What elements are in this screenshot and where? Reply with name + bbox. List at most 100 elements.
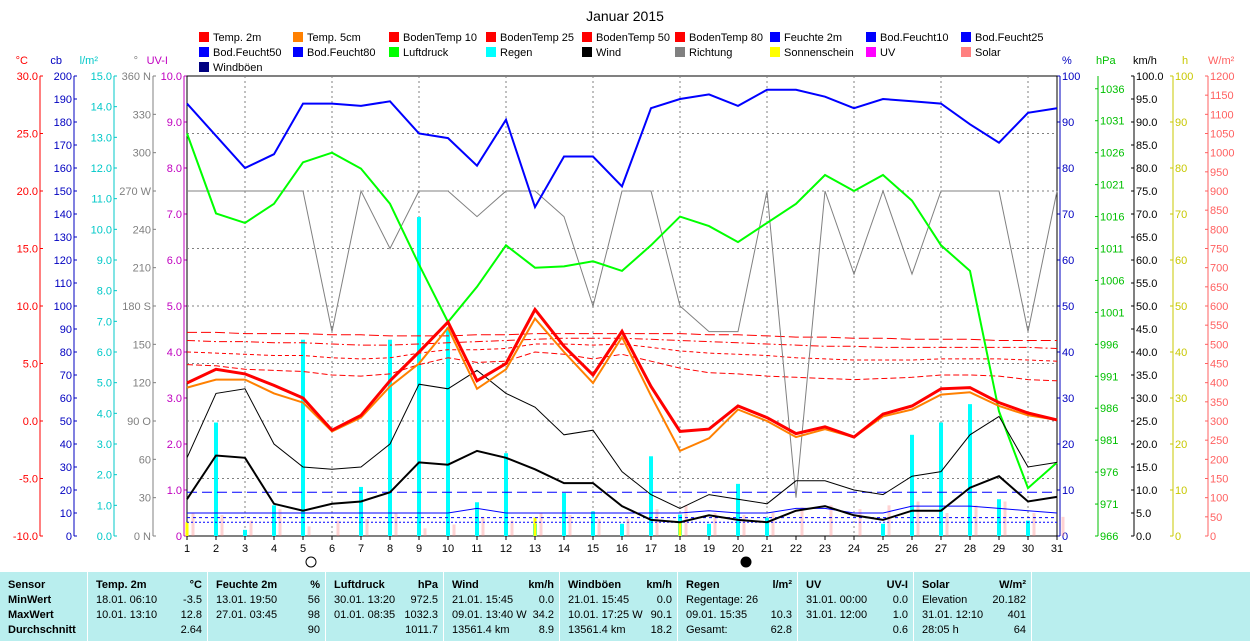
legend-label: Wind: [596, 47, 621, 59]
stats-cell: hPa: [417, 579, 438, 591]
bar-regen-7: [359, 486, 363, 536]
axis-tick-label: 850: [1210, 205, 1228, 217]
axis-unit-label: l/m²: [80, 55, 99, 67]
legend-swatch: [199, 47, 209, 57]
axis-tick-label: 900: [1210, 186, 1228, 198]
legend-swatch: [675, 32, 685, 42]
axis-tick-label: 95.0: [1136, 94, 1157, 106]
bar-solar-10: [452, 524, 456, 536]
axis-unit-label: hPa: [1096, 55, 1116, 67]
axis-tick-label: 550: [1210, 320, 1228, 332]
bar-solar-16: [626, 518, 630, 536]
axis-tick-label: 8.0: [167, 163, 182, 175]
axis-tick-label: 100.0: [1136, 71, 1164, 83]
bar-regen-17: [649, 456, 653, 536]
stats-column-uv: UV UV-I 31.01. 00:00 0.0 31.01. 12:00 1.0 0.6: [798, 572, 914, 641]
stats-column-labels: Sensor MinWert MaxWert Durchschnitt: [0, 572, 88, 641]
stats-cell: 09.01. 13:40 W: [452, 609, 527, 621]
legend-swatch: [582, 47, 592, 57]
axis-tick-label: 330: [133, 109, 151, 121]
stats-cell: 1011.7: [405, 624, 438, 636]
legend-swatch: [293, 47, 303, 57]
bar-solar-14: [568, 514, 572, 536]
bar-regen-12: [504, 453, 508, 536]
axis-tick-label: 20: [1062, 439, 1074, 451]
bar-solar-22: [800, 507, 804, 536]
axis-tick-label: 300: [133, 148, 151, 160]
axis-tick-label: 1036: [1100, 84, 1124, 96]
x-tick-label: 28: [964, 543, 976, 555]
stats-cell: Regen: [686, 579, 720, 591]
legend-label: Windböen: [213, 62, 263, 74]
stats-cell: 01.01. 08:35: [334, 609, 396, 621]
series-line-bodentemp-10: [186, 351, 1058, 382]
stats-cell: MinWert: [8, 594, 52, 606]
axis-tick-label: 300: [1210, 416, 1228, 428]
axis-tick-label: 250: [1210, 435, 1228, 447]
axis-tick-label: 976: [1100, 467, 1118, 479]
axis-tick-label: 180: [54, 117, 72, 129]
series-line-temp-5cm: [186, 316, 1058, 453]
legend-swatch: [199, 62, 209, 72]
stats-cell: 30.01. 13:20: [334, 594, 396, 606]
stats-cell: 10.3: [770, 609, 792, 621]
axis-tick-label: 30: [60, 462, 72, 474]
legend-swatch: [582, 32, 592, 42]
x-tick-label: 9: [416, 543, 422, 555]
bar-regen-19: [707, 523, 711, 536]
chart-legend: Temp. 2m Temp. 5cm BodenTemp 10 BodenTemp 2…: [199, 32, 1044, 74]
axis-tick-label: 40.0: [1136, 347, 1157, 359]
axis-tick-label: 15.0: [17, 244, 38, 256]
axis-tick-label: 30.0: [17, 71, 38, 83]
axis-tick-label: 40: [60, 439, 72, 451]
axis-tick-label: 90: [1062, 117, 1074, 129]
axis-tick-label: 90 O: [127, 416, 151, 428]
series-line-wind: [186, 449, 1058, 524]
bar-regen-10: [446, 327, 450, 536]
axis-tick-label: 1026: [1100, 148, 1124, 160]
bar-solar-27: [945, 513, 949, 536]
axis-tick-label: 100: [1210, 493, 1228, 505]
legend-label: Bod.Feucht50: [213, 47, 282, 59]
stats-cell: 90: [307, 624, 320, 636]
axis-tick-label: 80: [60, 347, 72, 359]
axis-tick-label: 991: [1100, 371, 1118, 383]
stats-cell: Elevation: [922, 594, 968, 606]
axis-tick-label: 6.0: [167, 255, 182, 267]
axis-tick-label: 1150: [1210, 90, 1234, 102]
bar-solar-20: [742, 514, 746, 536]
bar-solar-26: [916, 501, 920, 536]
bar-series: [185, 217, 1065, 537]
x-tick-label: 29: [993, 543, 1005, 555]
stats-cell: UV-I: [886, 579, 908, 591]
legend-swatch: [389, 47, 399, 57]
axis-tick-label: -10.0: [13, 531, 38, 543]
axis-tick-label: 50: [60, 416, 72, 428]
weather-chart: Januar 2015 Temp. 2m Temp. 5cm BodenTemp 1…: [13, 8, 1235, 568]
stats-cell: 56: [307, 594, 320, 606]
bar-solar-25: [887, 505, 891, 536]
stats-cell: Temp. 2m: [96, 579, 147, 591]
axis-tick-label: 0: [176, 531, 182, 543]
line-series: [186, 88, 1058, 524]
axis-unit-label: °C: [16, 55, 28, 67]
axis-tick-label: 8.0: [97, 286, 112, 298]
legend-label: BodenTemp 50: [596, 32, 670, 44]
axis-tick-label: 1100: [1210, 109, 1234, 121]
legend-swatch: [770, 47, 780, 57]
stats-column-temp-2m: Temp. 2m °C 18.01. 06:10 -3.5 10.01. 13:10 12…: [88, 572, 208, 641]
x-tick-label: 12: [500, 543, 512, 555]
bar-solar-12: [510, 520, 514, 536]
stats-cell: 90.1: [650, 609, 672, 621]
bar-solar-9: [423, 528, 427, 536]
stats-cell: km/h: [646, 579, 672, 591]
axis-unit-label: UV-I: [147, 55, 168, 67]
bar-regen-27: [939, 422, 943, 536]
x-tick-label: 19: [703, 543, 715, 555]
legend-label: Luftdruck: [403, 47, 449, 59]
axis-tick-label: 1031: [1100, 116, 1124, 128]
bar-solar-15: [597, 518, 601, 536]
stats-cell: 34.2: [532, 609, 554, 621]
bar-regen-16: [620, 523, 624, 536]
bar-solar-29: [1003, 501, 1007, 536]
